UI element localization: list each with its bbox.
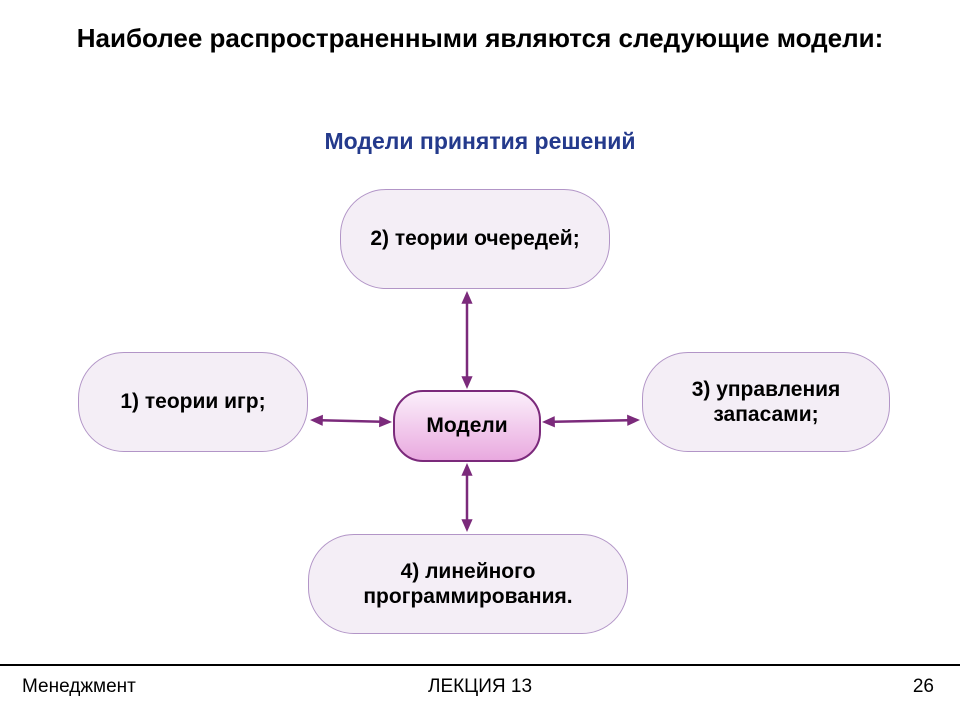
footer-divider xyxy=(0,664,960,666)
footer-center: ЛЕКЦИЯ 13 xyxy=(0,676,960,698)
node-top: 2) теории очередей; xyxy=(340,189,610,289)
node-left: 1) теории игр; xyxy=(78,352,308,452)
node-right-label: 3) управления запасами; xyxy=(661,377,871,427)
node-top-label: 2) теории очередей; xyxy=(370,226,579,251)
node-bottom: 4) линейного программирования. xyxy=(308,534,628,634)
node-center: Модели xyxy=(393,390,541,462)
node-left-label: 1) теории игр; xyxy=(120,389,265,414)
node-right: 3) управления запасами; xyxy=(642,352,890,452)
node-bottom-label: 4) линейного программирования. xyxy=(327,559,609,609)
footer-right: 26 xyxy=(913,676,934,698)
node-center-label: Модели xyxy=(426,413,507,438)
slide: Наиболее распространенными являются след… xyxy=(0,0,960,720)
